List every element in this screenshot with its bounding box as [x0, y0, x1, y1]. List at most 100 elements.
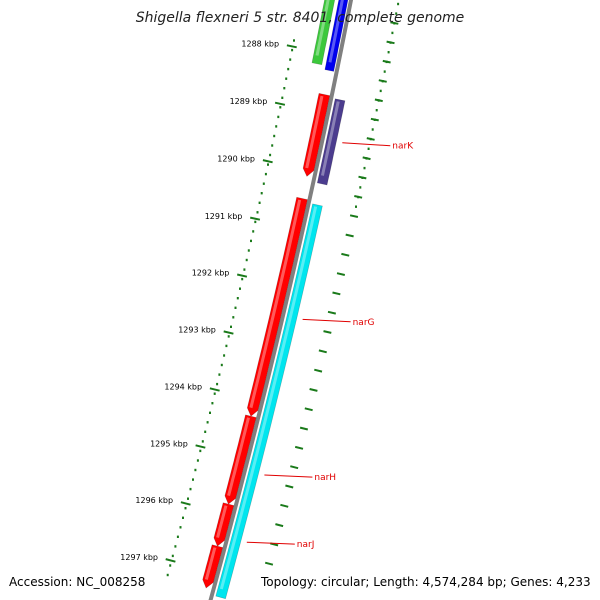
inner-dotted-track-dot — [254, 220, 257, 224]
inner-dotted-track-dot — [169, 564, 172, 567]
inner-dotted-track-dot — [182, 516, 184, 519]
outer-scale-tick — [374, 98, 383, 103]
outer-scale-tick — [336, 272, 346, 276]
inner-dotted-track-dot — [236, 297, 239, 300]
scale-major-tick — [165, 558, 176, 563]
inner-dotted-track-dot — [206, 421, 209, 424]
gene-narK — [316, 98, 346, 186]
outer-scale-tick — [323, 330, 332, 334]
gene-label-narG: narG — [353, 318, 375, 328]
inner-dotted-track-dot — [285, 77, 288, 80]
inner-dotted-track-dot — [245, 258, 248, 262]
outer-scale-tick — [270, 542, 279, 547]
accession-text: Accession: NC_008258 — [7, 575, 148, 589]
outer-scale-tick — [299, 426, 309, 431]
outer-scale-tick — [354, 195, 363, 199]
outer-dotted-track-dot — [363, 166, 366, 170]
inner-dotted-track-dot — [184, 507, 187, 510]
gene-reverse-cyan-highlight — [219, 206, 318, 590]
scale-label: 1294 kbp — [164, 382, 202, 391]
inner-dotted-track-dot — [277, 115, 280, 119]
gene-forward-narJ-highlight — [216, 505, 228, 538]
topology-info-text: Topology: circular; Length: 4,574,284 bp… — [259, 575, 593, 589]
backbone-line — [208, 0, 354, 600]
gene-forward-narK-adjacent-highlight — [305, 95, 324, 169]
inner-dotted-track-dot — [230, 325, 232, 328]
outer-dotted-track-dot — [391, 31, 394, 35]
inner-dotted-track-dot — [176, 535, 179, 538]
inner-dotted-track-dot — [189, 487, 192, 491]
inner-dotted-track-dot — [227, 335, 230, 338]
inner-dotted-track-dot — [243, 268, 246, 271]
outer-dotted-track-dot — [379, 89, 382, 93]
outer-dotted-track-dot — [387, 51, 390, 54]
inner-dotted-track-dot — [179, 526, 182, 529]
inner-dotted-track-dot — [232, 316, 235, 319]
gene-label-narJ: narJ — [297, 540, 315, 550]
inner-dotted-track-dot — [275, 125, 278, 128]
scale-major-tick — [286, 44, 297, 49]
scale-label: 1295 kbp — [150, 439, 188, 448]
gene-forward-narK-adjacent — [302, 93, 331, 177]
inner-dotted-track-dot — [204, 430, 207, 433]
gene-green-highlight — [315, 0, 330, 56]
inner-dotted-track-dot — [247, 249, 250, 252]
outer-scale-tick — [382, 59, 391, 64]
scale-label: 1289 kbp — [230, 97, 268, 106]
outer-scale-tick — [280, 503, 289, 508]
inner-dotted-track-dot — [192, 478, 194, 481]
inner-dotted-track-dot — [287, 67, 290, 71]
inner-dotted-track-dot — [256, 211, 259, 214]
gene-forward-narG-highlight — [249, 199, 302, 409]
scale-major-tick — [209, 387, 220, 392]
outer-dotted-track-dot — [375, 109, 378, 112]
gene-forward-narI — [202, 544, 224, 589]
inner-dotted-track-dot — [283, 87, 286, 90]
inner-dotted-track-dot — [250, 239, 252, 243]
inner-dotted-track-dot — [271, 144, 274, 147]
scale-major-tick — [180, 501, 191, 506]
gene-narK-highlight — [321, 101, 340, 176]
scale-label: 1297 kbp — [120, 553, 158, 562]
scale-major-tick — [262, 159, 273, 164]
scale-label: 1291 kbp — [205, 212, 243, 221]
scale-major-tick — [249, 216, 261, 221]
inner-dotted-track-dot — [281, 96, 284, 99]
outer-scale-tick — [327, 310, 337, 315]
scale-label: 1296 kbp — [135, 496, 173, 505]
gene-label-narK: narK — [392, 142, 414, 152]
inner-dotted-track-dot — [213, 392, 216, 395]
genome-track — [208, 0, 354, 600]
outer-dotted-track-dot — [395, 12, 398, 15]
scale-major-tick — [236, 273, 248, 278]
outer-dotted-track-dot — [355, 205, 357, 208]
outer-scale-tick — [332, 291, 341, 296]
gene-blue-highlight — [328, 0, 344, 63]
scale-label: 1293 kbp — [178, 326, 216, 335]
inner-dotted-track-dot — [291, 48, 294, 52]
outer-scale-tick — [358, 175, 367, 180]
gene-green — [311, 0, 336, 66]
inner-dotted-track-dot — [262, 182, 265, 185]
outer-dotted-track-dot — [397, 2, 400, 6]
outer-dotted-track-dot — [371, 128, 374, 131]
gene-features — [202, 0, 349, 600]
outer-dotted-track-dot — [367, 147, 370, 150]
inner-dotted-track-dot — [289, 58, 292, 61]
gene-label-leader — [246, 541, 295, 545]
inner-dotted-track-dot — [258, 201, 261, 204]
inner-dotted-track-dot — [171, 554, 174, 558]
scale-major-tick — [223, 330, 234, 335]
outer-dotted-track-dot — [383, 70, 386, 73]
outer-scale-tick — [366, 137, 375, 141]
gene-label-leader — [264, 474, 313, 478]
inner-dotted-track-dot — [225, 344, 228, 348]
outer-scale-tick — [314, 368, 323, 373]
outer-scale-tick — [264, 561, 274, 566]
outer-scale-tick — [378, 79, 387, 83]
inner-dotted-track-dot — [260, 192, 263, 195]
inner-dotted-track-dot — [216, 382, 219, 386]
outer-scale-tick — [341, 252, 350, 257]
inner-dotted-track-dot — [211, 402, 214, 405]
